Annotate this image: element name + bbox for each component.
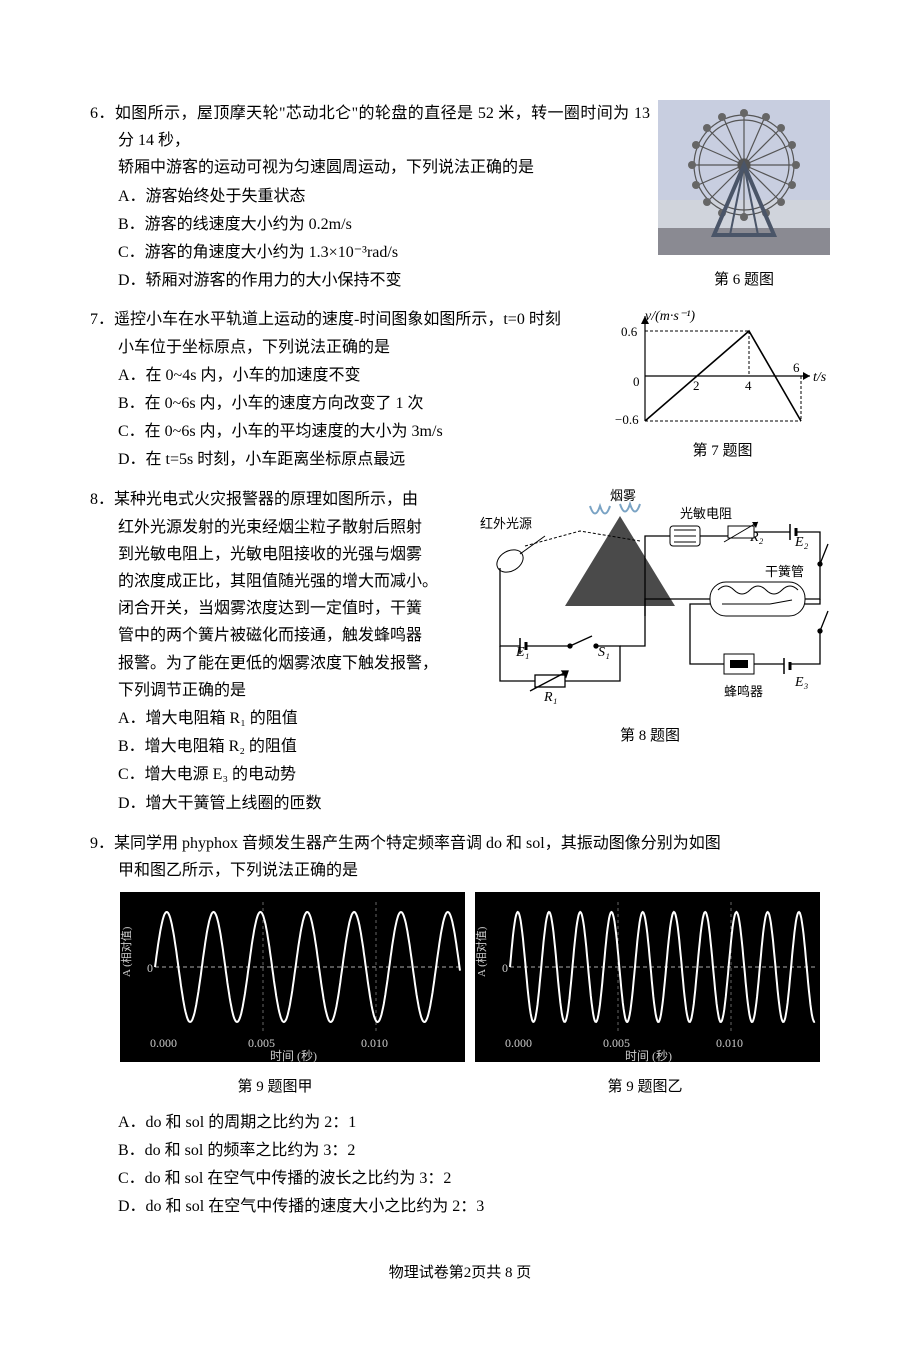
- q9-number: 9．: [90, 835, 114, 852]
- ferris-wheel-icon: [658, 100, 830, 255]
- q6-figure: 第 6 题图: [658, 100, 830, 293]
- q9-caption-b: 第 9 题图乙: [607, 1075, 682, 1101]
- question-6: 第 6 题图 6．如图所示，屋顶摩天轮"芯动北仑"的轮盘的直径是 52 米，转一…: [90, 100, 830, 294]
- q9-option-d: D．do 和 sol 在空气中传播的速度大小之比约为 2：3: [118, 1193, 830, 1220]
- svg-text:0: 0: [147, 961, 153, 975]
- q9a-xlabel: 时间 (秒): [270, 1049, 317, 1062]
- q9b-xlabel: 时间 (秒): [625, 1049, 672, 1062]
- q8-label-ir: 红外光源: [480, 516, 532, 531]
- q8-label-R1: R₁: [543, 690, 557, 705]
- q8-number: 8．: [90, 491, 114, 508]
- q7-ylabel: v/(m·s⁻¹): [645, 309, 695, 324]
- q8-label-reed: 干簧管: [765, 564, 804, 579]
- q7-figure: v/(m·s⁻¹) t/s 0.6 0 −0.6 2 4 6: [615, 306, 830, 464]
- q8-label-E2: E₂: [794, 535, 809, 550]
- q7-ytick-2: −0.6: [615, 412, 639, 426]
- q8-label-buzzer: 蜂鸣器: [724, 684, 763, 699]
- q8-option-c: C．增大电源 E₃ 的电动势: [118, 761, 830, 788]
- q8-label-smoke: 烟雾: [610, 488, 636, 503]
- q9-caption-a: 第 9 题图甲: [237, 1075, 312, 1101]
- q9b-xtick-2: 0.010: [716, 1036, 743, 1050]
- q9-option-b: B．do 和 sol 的频率之比约为 3：2: [118, 1137, 830, 1164]
- q7-xtick-1: 4: [745, 378, 752, 393]
- q9-figure-b: A (相对值) 0 0.000 0.005 0.010 时间 (秒): [475, 892, 820, 1071]
- q9-figure-a: A (相对值) 0 0.000 0.005 0.010 时间 (秒): [120, 892, 465, 1071]
- page-footer: 物理试卷第2页共 8 页: [90, 1261, 830, 1287]
- q9b-xtick-1: 0.005: [603, 1036, 630, 1050]
- q8-figure: 烟雾 红外光源 光敏电阻 黑罩板 干簧管 蜂鸣器 E₁ E₂ E₃ R₁ R₂ …: [470, 486, 830, 749]
- q8-label-E3: E₃: [794, 675, 809, 690]
- svg-text:0: 0: [502, 961, 508, 975]
- q8-figure-caption: 第 8 题图: [470, 724, 830, 750]
- q7-xtick-2: 6: [793, 360, 800, 375]
- q9a-ylabel: A (相对值): [120, 926, 133, 977]
- question-7: v/(m·s⁻¹) t/s 0.6 0 −0.6 2 4 6: [90, 306, 830, 474]
- q9-options: A．do 和 sol 的周期之比约为 2：1 B．do 和 sol 的频率之比约…: [90, 1109, 830, 1221]
- waveform-a: A (相对值) 0 0.000 0.005 0.010 时间 (秒): [120, 892, 465, 1062]
- q9b-xtick-0: 0.000: [505, 1036, 532, 1050]
- q9-option-c: C．do 和 sol 在空气中传播的波长之比约为 3：2: [118, 1165, 830, 1192]
- q7-number: 7．: [90, 311, 114, 328]
- q8-label-ldr: 光敏电阻: [680, 506, 732, 521]
- waveform-b: A (相对值) 0 0.000 0.005 0.010 时间 (秒): [475, 892, 820, 1062]
- q9-option-a: A．do 和 sol 的周期之比约为 2：1: [118, 1109, 830, 1136]
- question-8: 烟雾 红外光源 光敏电阻 黑罩板 干簧管 蜂鸣器 E₁ E₂ E₃ R₁ R₂ …: [90, 486, 830, 817]
- q7-xlabel: t/s: [813, 370, 827, 385]
- question-9: 9．某同学用 phyphox 音频发生器产生两个特定频率音调 do 和 sol，…: [90, 830, 830, 1221]
- q9a-xtick-2: 0.010: [361, 1036, 388, 1050]
- q9a-xtick-0: 0.000: [150, 1036, 177, 1050]
- q9b-ylabel: A (相对值): [475, 926, 488, 977]
- q8-option-d: D．增大干簧管上线圈的匝数: [118, 790, 830, 817]
- q9a-xtick-1: 0.005: [248, 1036, 275, 1050]
- velocity-time-graph: v/(m·s⁻¹) t/s 0.6 0 −0.6 2 4 6: [615, 306, 830, 426]
- q7-ytick-1: 0: [633, 374, 640, 389]
- q8-label-S1: S₁: [598, 645, 610, 660]
- q7-xtick-0: 2: [693, 378, 700, 393]
- q9-captions: 第 9 题图甲 第 9 题图乙: [90, 1075, 830, 1101]
- q6-figure-caption: 第 6 题图: [658, 268, 830, 294]
- q6-number: 6．: [90, 105, 115, 122]
- q9-stem: 9．某同学用 phyphox 音频发生器产生两个特定频率音调 do 和 sol，…: [90, 830, 830, 884]
- q9-figures: A (相对值) 0 0.000 0.005 0.010 时间 (秒) A (相对…: [110, 892, 830, 1071]
- q7-figure-caption: 第 7 题图: [615, 439, 830, 465]
- q7-ytick-0: 0.6: [621, 324, 638, 339]
- fire-alarm-circuit-icon: 烟雾 红外光源 光敏电阻 黑罩板 干簧管 蜂鸣器 E₁ E₂ E₃ R₁ R₂ …: [470, 486, 830, 711]
